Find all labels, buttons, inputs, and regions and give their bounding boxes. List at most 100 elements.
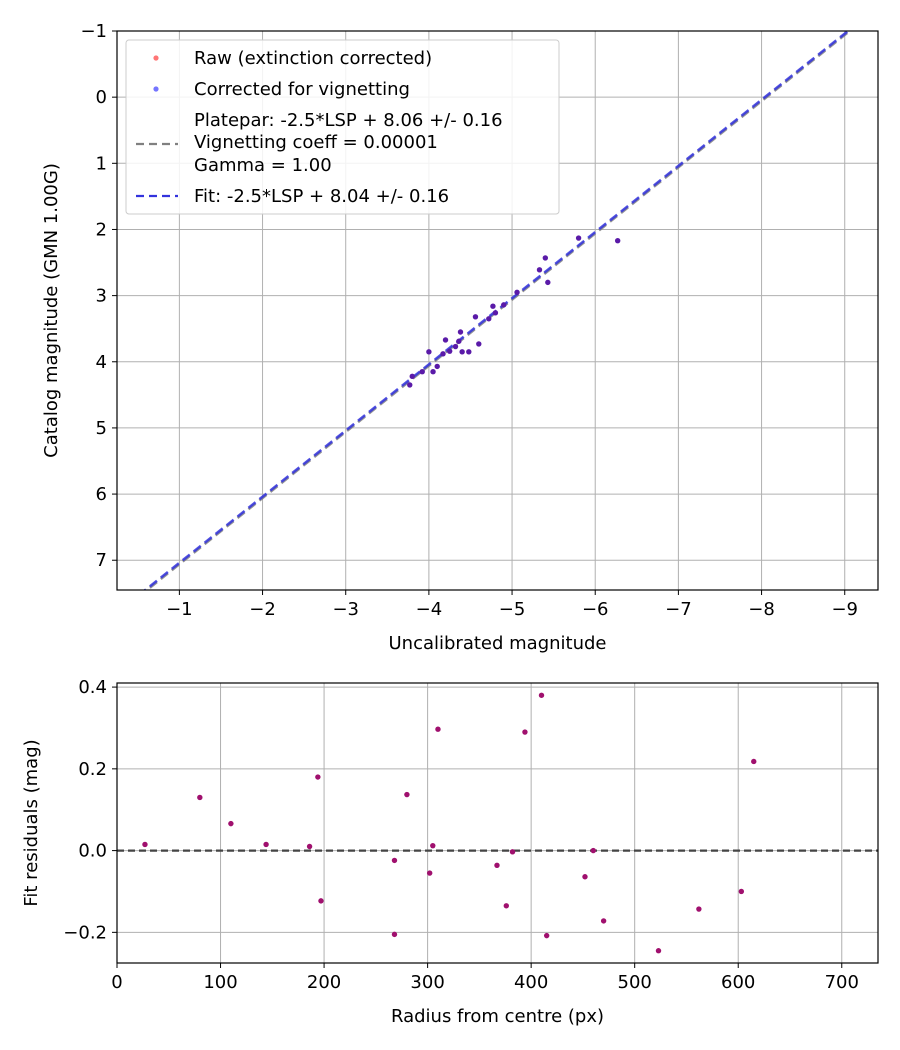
x-tick-label: 100 [203, 972, 237, 993]
residual-point [590, 847, 596, 854]
x-tick-label: −2 [249, 599, 276, 620]
top-y-axis-label: Catalog magnitude (GMN 1.00G) [41, 163, 62, 458]
residual-point [738, 888, 745, 895]
star-point [452, 343, 459, 350]
star-point [446, 348, 453, 354]
star-point [472, 314, 479, 320]
star-point [457, 329, 464, 335]
residual-point [655, 948, 662, 954]
residual-point [391, 931, 398, 938]
top-data-points [407, 235, 621, 388]
y-tick-label: 0 [96, 87, 107, 108]
star-point [409, 373, 415, 380]
star-point [419, 368, 425, 375]
x-tick-label: −4 [416, 599, 443, 620]
y-tick-label: 0.4 [78, 677, 107, 698]
residual-point [315, 774, 321, 780]
legend-box [125, 39, 560, 215]
residual-point [391, 857, 398, 864]
bottom-ticks: 0 100 200 300 400 500 600 700 −0.2 0.0 0.2 0.4 [63, 677, 859, 993]
residual-point [318, 898, 324, 904]
y-tick-label: 2 [96, 219, 107, 240]
legend: Raw (extinction corrected) Corrected for… [125, 39, 560, 215]
residual-point [263, 841, 269, 848]
star-point [501, 302, 507, 308]
star-point [426, 349, 432, 355]
legend-label-raw: Raw (extinction corrected) [194, 48, 432, 69]
x-tick-label: −6 [582, 599, 609, 620]
x-tick-label: 500 [618, 972, 652, 993]
star-point [459, 349, 465, 355]
bottom-data-points [142, 692, 757, 954]
y-tick-label: −1 [80, 21, 107, 42]
residual-point [435, 726, 441, 732]
y-tick-label: 3 [96, 286, 107, 307]
bottom-x-axis-label: Radius from centre (px) [391, 1006, 604, 1027]
y-tick-label: 0.2 [78, 759, 107, 780]
residual-point [522, 729, 528, 735]
top-axes-frame [116, 30, 879, 591]
residual-point [503, 903, 510, 909]
star-point [492, 310, 499, 316]
residuals-scatter-plot: 0 100 200 300 400 500 600 700 −0.2 0.0 0.2 0.4 Radi… [21, 677, 879, 1027]
star-point [614, 238, 621, 244]
legend-marker-raw [153, 55, 159, 61]
star-point [575, 235, 582, 241]
x-tick-label: −8 [748, 599, 775, 620]
residual-point [600, 918, 607, 924]
y-tick-label: −0.2 [63, 922, 107, 943]
bottom-axes-frame [116, 682, 879, 964]
residual-point [538, 692, 545, 698]
x-tick-label: 300 [410, 972, 444, 993]
x-tick-label: 600 [721, 972, 755, 993]
residual-point [582, 874, 588, 880]
star-point [430, 368, 436, 375]
magnitude-scatter-plot: −1 −2 −3 −4 −5 −6 −7 −8 −9 −1 0 1 2 3 4 5 6 7 Uncalibrate… [41, 21, 879, 654]
residual-point [696, 906, 702, 912]
x-tick-label: −3 [332, 599, 359, 620]
y-tick-label: 0.0 [78, 841, 107, 862]
star-point [542, 255, 549, 261]
x-tick-label: 400 [514, 972, 548, 993]
star-point [490, 303, 496, 309]
legend-label-vignetting: Vignetting coeff = 0.00001 [194, 132, 438, 153]
star-point [456, 338, 462, 344]
y-tick-label: 6 [96, 484, 107, 505]
y-tick-label: 7 [96, 550, 107, 571]
legend-label-platepar: Platepar: -2.5*LSP + 8.06 +/- 0.16 [194, 110, 503, 131]
residual-point [543, 932, 550, 939]
legend-marker-corrected [153, 86, 159, 92]
top-x-axis-label: Uncalibrated magnitude [388, 633, 606, 654]
bottom-y-axis-label: Fit residuals (mag) [21, 739, 42, 906]
residual-point [228, 820, 234, 827]
residual-point [197, 794, 203, 801]
y-tick-label: 5 [96, 418, 107, 439]
residual-point [426, 870, 433, 876]
star-point [476, 341, 482, 347]
star-point [466, 349, 472, 355]
star-point [545, 279, 551, 286]
residual-point [306, 843, 313, 850]
residual-point [404, 791, 410, 798]
x-tick-label: −9 [831, 599, 858, 620]
legend-label-gamma: Gamma = 1.00 [194, 155, 332, 176]
residual-point [430, 842, 436, 849]
star-point [440, 351, 446, 357]
y-tick-label: 1 [96, 153, 107, 174]
residual-point [494, 862, 500, 869]
legend-label-corrected: Corrected for vignetting [194, 79, 410, 100]
x-tick-label: −1 [166, 599, 193, 620]
x-tick-label: 700 [825, 972, 859, 993]
x-tick-label: 200 [307, 972, 341, 993]
fit-line-fit [143, 31, 851, 590]
x-tick-label: −7 [665, 599, 692, 620]
star-point [434, 363, 440, 370]
top-ticks: −1 −2 −3 −4 −5 −6 −7 −8 −9 −1 0 1 2 3 4 5 6 7 [80, 21, 858, 620]
top-fit-lines [143, 31, 852, 590]
star-point [442, 337, 449, 343]
y-tick-label: 4 [96, 352, 107, 373]
star-point [514, 289, 520, 296]
x-tick-label: −5 [499, 599, 526, 620]
star-point [536, 267, 543, 273]
